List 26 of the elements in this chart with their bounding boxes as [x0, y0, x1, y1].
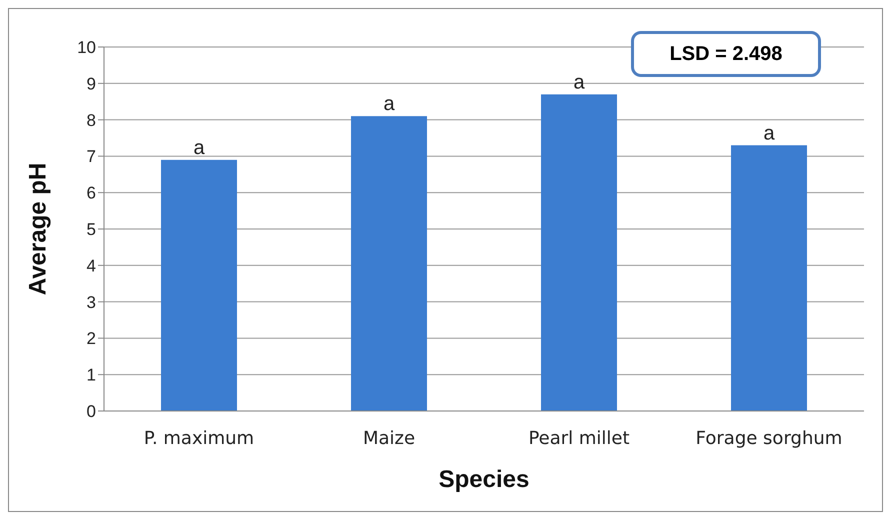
bar	[541, 94, 617, 411]
x-tick-label: Forage sorghum	[696, 428, 842, 449]
y-tick-label: 9	[86, 74, 96, 94]
note-box: LSD = 2.498	[631, 31, 821, 77]
y-axis-title: Average pH	[24, 162, 52, 296]
annotation: a	[193, 136, 206, 159]
annotation: a	[763, 122, 776, 144]
y-tick-label: 8	[86, 110, 96, 130]
x-tick-label: Pearl millet	[528, 428, 630, 449]
x-tick-label: P. maximum	[144, 428, 254, 449]
annotation: a	[383, 93, 396, 116]
y-tick-label: 6	[86, 184, 96, 203]
y-tick-label: 5	[86, 220, 96, 240]
x-tick-label: Maize	[362, 428, 416, 449]
y-tick-label: 7	[86, 147, 96, 166]
x-axis-title: Species	[438, 466, 530, 493]
bar	[161, 160, 237, 411]
y-tick-label: 4	[86, 256, 96, 276]
bar	[351, 116, 427, 411]
bar	[731, 145, 807, 411]
annotation: a	[573, 71, 586, 94]
y-tick-label: 3	[86, 292, 96, 312]
y-tick-label: 10	[77, 38, 96, 58]
y-tick-label: 1	[86, 366, 96, 385]
y-tick-label: 2	[86, 329, 96, 348]
y-tick-label: 0	[86, 402, 96, 422]
